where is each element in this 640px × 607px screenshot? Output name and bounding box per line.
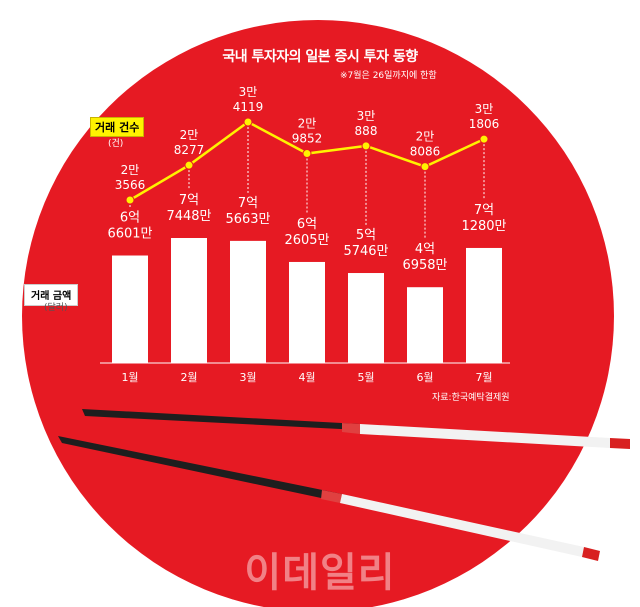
- count-value-label: 1806: [469, 117, 500, 131]
- amount-value-label: 2605만: [284, 233, 329, 248]
- amount-value-label: 6601만: [107, 227, 152, 242]
- amount-value-label: 1280만: [461, 219, 506, 234]
- count-value-label: 2만: [298, 117, 317, 131]
- amount-bar: [171, 238, 207, 363]
- amount-value-label: 5746만: [343, 244, 388, 259]
- x-tick-label: 6월: [416, 371, 433, 384]
- amount-value-label: 7448만: [166, 209, 211, 224]
- count-point: [361, 141, 371, 151]
- amount-bar: [348, 273, 384, 363]
- amount-value-label: 6억: [297, 217, 317, 232]
- amount-value-label: 5663만: [225, 212, 270, 227]
- count-value-label: 3만: [475, 102, 494, 116]
- chopstick-lower-tip: [582, 547, 600, 561]
- amount-value-label: 4억: [415, 242, 435, 257]
- count-value-label: 9852: [292, 132, 323, 146]
- legend-amount-unit: (달러): [44, 303, 68, 313]
- count-point: [479, 134, 489, 144]
- amount-bar: [112, 255, 148, 363]
- chopstick-upper-dark: [82, 409, 360, 430]
- x-tick-label: 7월: [475, 371, 492, 384]
- count-value-label: 8086: [410, 145, 441, 159]
- x-tick-label: 5월: [357, 371, 374, 384]
- chart-note: ※7월은 26일까지에 한함: [340, 71, 437, 81]
- watermark-logo: 이데일리: [244, 550, 396, 596]
- legend-count-unit: (건): [108, 139, 124, 149]
- amount-value-label: 5억: [356, 228, 376, 243]
- count-point: [125, 195, 135, 205]
- amount-bar: [289, 261, 325, 363]
- x-tick-label: 4월: [298, 371, 315, 384]
- amount-value-label: 6억: [120, 211, 140, 226]
- amount-bar: [466, 247, 502, 363]
- count-value-label: 2만: [416, 130, 435, 144]
- count-value-label: 4119: [233, 100, 264, 114]
- chopstick-upper-tip: [610, 438, 630, 449]
- chopsticks-illustration: [58, 409, 630, 561]
- chopstick-upper-light: [360, 424, 610, 448]
- amount-value-label: 7억: [179, 193, 199, 208]
- count-value-label: 2만: [180, 128, 199, 142]
- count-point: [243, 117, 253, 127]
- count-value-label: 888: [355, 124, 378, 138]
- count-point: [184, 160, 194, 170]
- count-point: [302, 149, 312, 159]
- legend-count-label: 거래 건수: [90, 117, 145, 137]
- legend-amount-label: 거래 금액: [24, 284, 79, 306]
- x-tick-label: 3월: [239, 371, 256, 384]
- amount-bar: [230, 240, 266, 363]
- count-value-label: 8277: [174, 143, 205, 157]
- count-value-label: 3만: [239, 85, 258, 99]
- x-tick-label: 1월: [121, 371, 138, 384]
- chopstick-lower-light: [340, 494, 584, 557]
- amount-value-label: 6958만: [402, 258, 447, 273]
- amount-value-label: 7억: [238, 196, 258, 211]
- x-tick-label: 2월: [180, 371, 197, 384]
- count-value-label: 3만: [357, 109, 376, 123]
- count-value-label: 3566: [115, 178, 146, 192]
- amount-value-label: 7억: [474, 203, 494, 218]
- chopstick-lower-band: [321, 490, 342, 503]
- chopstick-upper-band: [342, 423, 360, 434]
- source-note: 자료:한국예탁결제원: [432, 393, 510, 403]
- chopstick-lower-dark: [58, 436, 342, 502]
- chart-title: 국내 투자자의 일본 증시 투자 동향: [222, 49, 418, 65]
- count-point: [420, 162, 430, 172]
- count-value-label: 2만: [121, 163, 140, 177]
- amount-bar: [407, 287, 443, 363]
